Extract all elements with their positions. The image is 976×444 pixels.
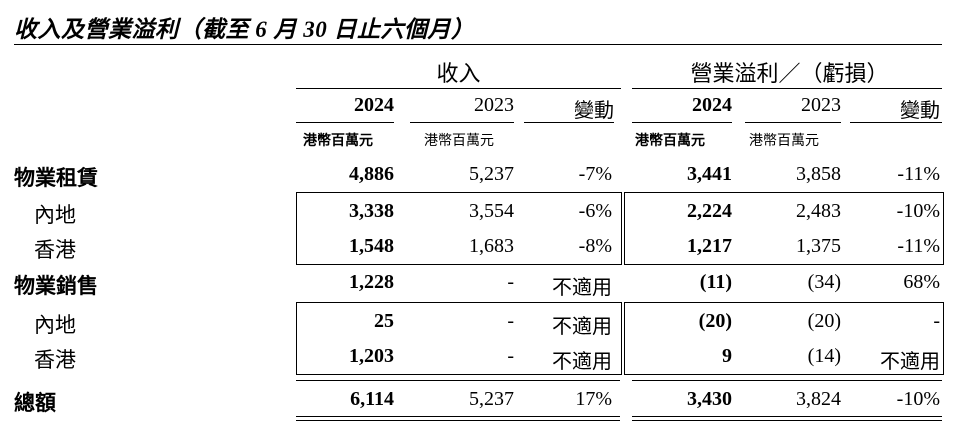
- total-double-rule: [632, 416, 942, 417]
- total-top-rule: [296, 380, 620, 381]
- total-double-rule: [632, 420, 942, 421]
- total-top-rule: [632, 380, 942, 381]
- revenue-year-2024: 2024: [296, 94, 394, 117]
- row-label-mainland: 內地: [34, 199, 76, 229]
- col-rule: [410, 122, 514, 123]
- unit-label: 港幣百萬元: [303, 130, 373, 150]
- total-double-rule: [296, 420, 620, 421]
- cell-rev-change: -8%: [524, 235, 612, 258]
- row-label-total: 總額: [14, 387, 56, 417]
- cell-rev-change: 不適用: [524, 271, 612, 300]
- cell-rev-2024: 1,548: [296, 235, 394, 258]
- cell-op-2023: 3,824: [745, 388, 841, 411]
- cell-op-2024: (11): [632, 271, 732, 294]
- cell-rev-2023: 5,237: [410, 388, 514, 411]
- col-rule: [524, 122, 614, 123]
- revenue-year-2023: 2023: [410, 94, 514, 117]
- operating-change-header: 變動: [850, 94, 940, 123]
- col-rule: [850, 122, 942, 123]
- cell-op-change: -10%: [850, 388, 940, 411]
- row-label-hong-kong: 香港: [34, 234, 76, 264]
- cell-rev-2024: 1,228: [296, 271, 394, 294]
- col-rule: [296, 122, 394, 123]
- cell-rev-2023: -: [410, 271, 514, 294]
- cell-op-change: -11%: [850, 163, 940, 186]
- cell-op-2023: (34): [745, 271, 841, 294]
- row-label-mainland: 內地: [34, 309, 76, 339]
- row-label-hong-kong: 香港: [34, 344, 76, 374]
- cell-op-change: -10%: [850, 200, 940, 223]
- cell-op-change: 68%: [850, 271, 940, 294]
- revenue-header-rule: [296, 88, 621, 89]
- unit-label: 港幣百萬元: [424, 130, 494, 150]
- cell-rev-2024: 25: [296, 310, 394, 333]
- cell-rev-2023: 3,554: [410, 200, 514, 223]
- unit-label: 港幣百萬元: [749, 130, 819, 150]
- revenue-change-header: 變動: [524, 94, 614, 123]
- cell-op-2024: (20): [632, 310, 732, 333]
- cell-op-2024: 1,217: [632, 235, 732, 258]
- cell-rev-2023: -: [410, 310, 514, 333]
- cell-rev-2023: -: [410, 345, 514, 368]
- cell-rev-2024: 3,338: [296, 200, 394, 223]
- col-rule: [632, 122, 732, 123]
- cell-op-2023: 2,483: [745, 200, 841, 223]
- total-double-rule: [296, 416, 620, 417]
- operating-year-2024: 2024: [632, 94, 732, 117]
- cell-rev-2024: 1,203: [296, 345, 394, 368]
- cell-rev-change: -7%: [524, 163, 612, 186]
- unit-label: 港幣百萬元: [635, 130, 705, 150]
- revenue-header: 收入: [296, 56, 621, 88]
- cell-rev-2023: 5,237: [410, 163, 514, 186]
- cell-op-change: -: [850, 310, 940, 333]
- operating-header-rule: [632, 88, 942, 89]
- cell-op-2023: 1,375: [745, 235, 841, 258]
- cell-op-2024: 3,441: [632, 163, 732, 186]
- cell-rev-change: 不適用: [524, 310, 612, 339]
- cell-op-2024: 2,224: [632, 200, 732, 223]
- row-label-sales: 物業銷售: [14, 270, 98, 300]
- title-rule: [14, 44, 942, 45]
- cell-op-2023: (14): [745, 345, 841, 368]
- col-rule: [745, 122, 841, 123]
- row-label-leasing: 物業租賃: [14, 162, 98, 192]
- cell-op-2023: 3,858: [745, 163, 841, 186]
- cell-rev-2023: 1,683: [410, 235, 514, 258]
- operating-year-2023: 2023: [745, 94, 841, 117]
- table-title: 收入及營業溢利（截至 6 月 30 日止六個月）: [14, 10, 475, 44]
- cell-op-2024: 3,430: [632, 388, 732, 411]
- operating-profit-header: 營業溢利／（虧損）: [632, 56, 947, 88]
- cell-rev-2024: 6,114: [296, 388, 394, 411]
- cell-op-change: 不適用: [850, 345, 940, 374]
- cell-op-2023: (20): [745, 310, 841, 333]
- cell-rev-change: 不適用: [524, 345, 612, 374]
- cell-rev-change: 17%: [524, 388, 612, 411]
- cell-op-2024: 9: [632, 345, 732, 368]
- cell-rev-2024: 4,886: [296, 163, 394, 186]
- cell-op-change: -11%: [850, 235, 940, 258]
- cell-rev-change: -6%: [524, 200, 612, 223]
